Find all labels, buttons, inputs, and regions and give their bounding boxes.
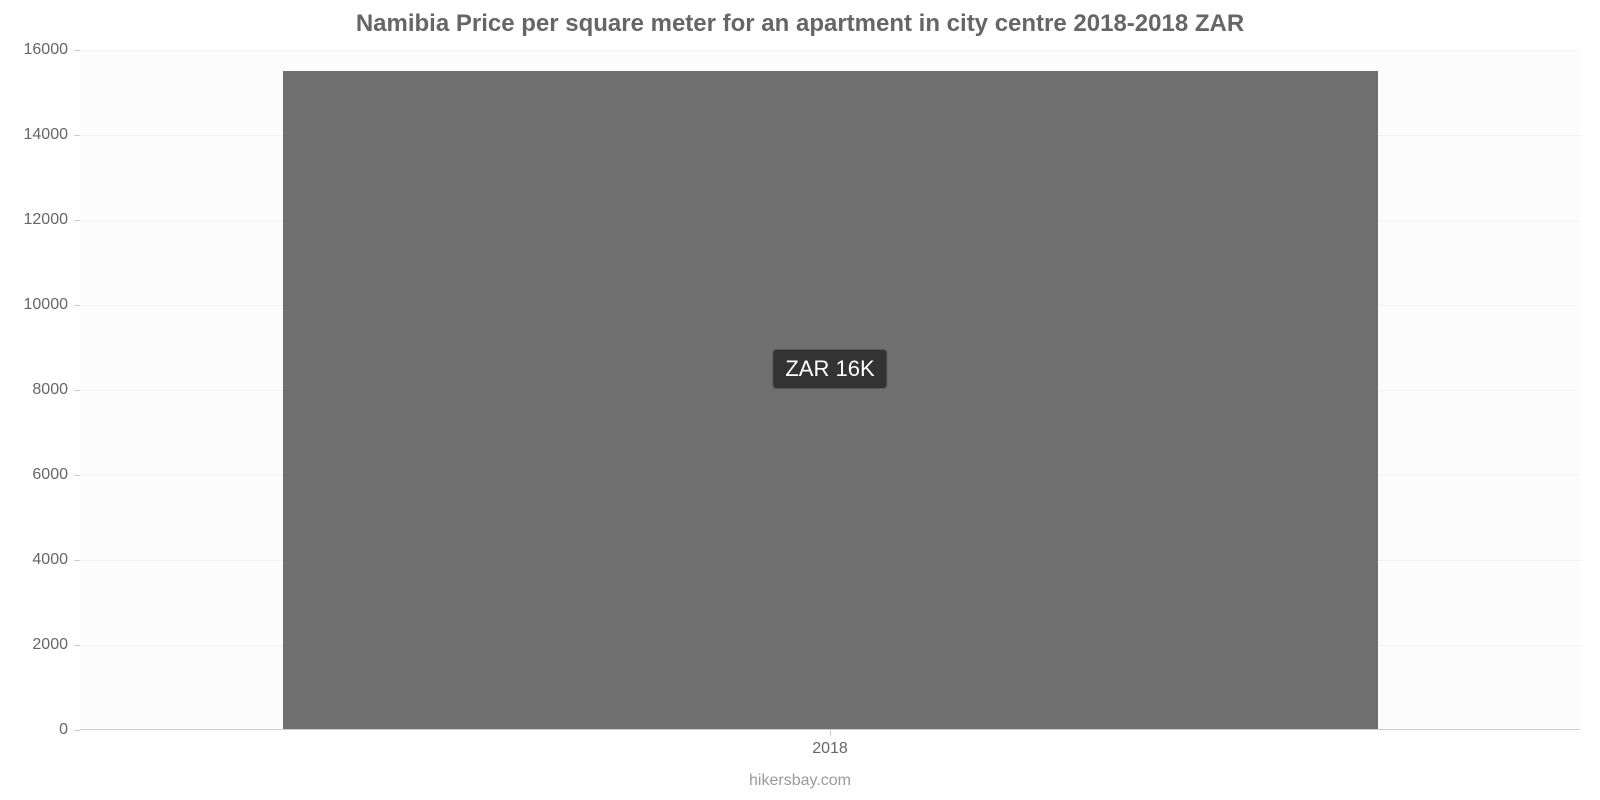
y-tick-mark [74,50,80,51]
y-tick-mark [74,730,80,731]
y-tick-mark [74,560,80,561]
y-tick-mark [74,645,80,646]
bar[interactable] [283,71,1378,730]
y-tick-label: 8000 [0,381,68,399]
y-tick-mark [74,305,80,306]
value-tooltip: ZAR 16K [772,349,887,389]
bar-chart: Namibia Price per square meter for an ap… [0,0,1600,800]
y-tick-mark [74,475,80,476]
y-tick-mark [74,220,80,221]
y-tick-label: 14000 [0,126,68,144]
plot-area: ZAR 16K [80,50,1580,730]
y-tick-label: 16000 [0,41,68,59]
y-tick-label: 2000 [0,636,68,654]
chart-title: Namibia Price per square meter for an ap… [0,10,1600,38]
y-tick-label: 4000 [0,551,68,569]
y-tick-label: 6000 [0,466,68,484]
chart-footer: hikersbay.com [0,772,1600,790]
y-tick-mark [74,390,80,391]
y-tick-mark [74,135,80,136]
gridline [80,50,1580,51]
x-tick-mark [830,730,831,736]
y-tick-label: 0 [0,721,68,739]
x-tick-label: 2018 [812,740,848,758]
y-tick-label: 12000 [0,211,68,229]
y-tick-label: 10000 [0,296,68,314]
